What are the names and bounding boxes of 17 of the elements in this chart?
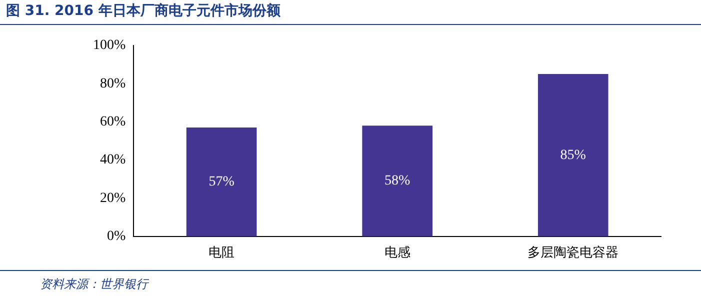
x-tick-label: 电感 [384,246,410,261]
bar [362,126,432,236]
y-tick-label: 20% [100,190,126,206]
x-tick-label: 多层陶瓷电容器 [528,244,619,261]
y-tick-label: 40% [100,152,126,168]
y-tick-label: 80% [100,76,126,92]
data-label: 58% [384,174,410,189]
data-label: 85% [560,148,586,163]
chart-title: 图 31. 2016 年日本厂商电子元件市场份额 [6,2,280,20]
x-tick-label: 电阻 [208,246,235,261]
y-tick-label: 0% [106,229,126,244]
text: 资料来源：世界银行 [40,276,148,293]
bar [538,74,608,236]
data-label: 57% [208,174,235,190]
bar [186,128,257,236]
y-tick-label: 60% [100,114,126,130]
y-tick-label: 100% [92,38,126,54]
